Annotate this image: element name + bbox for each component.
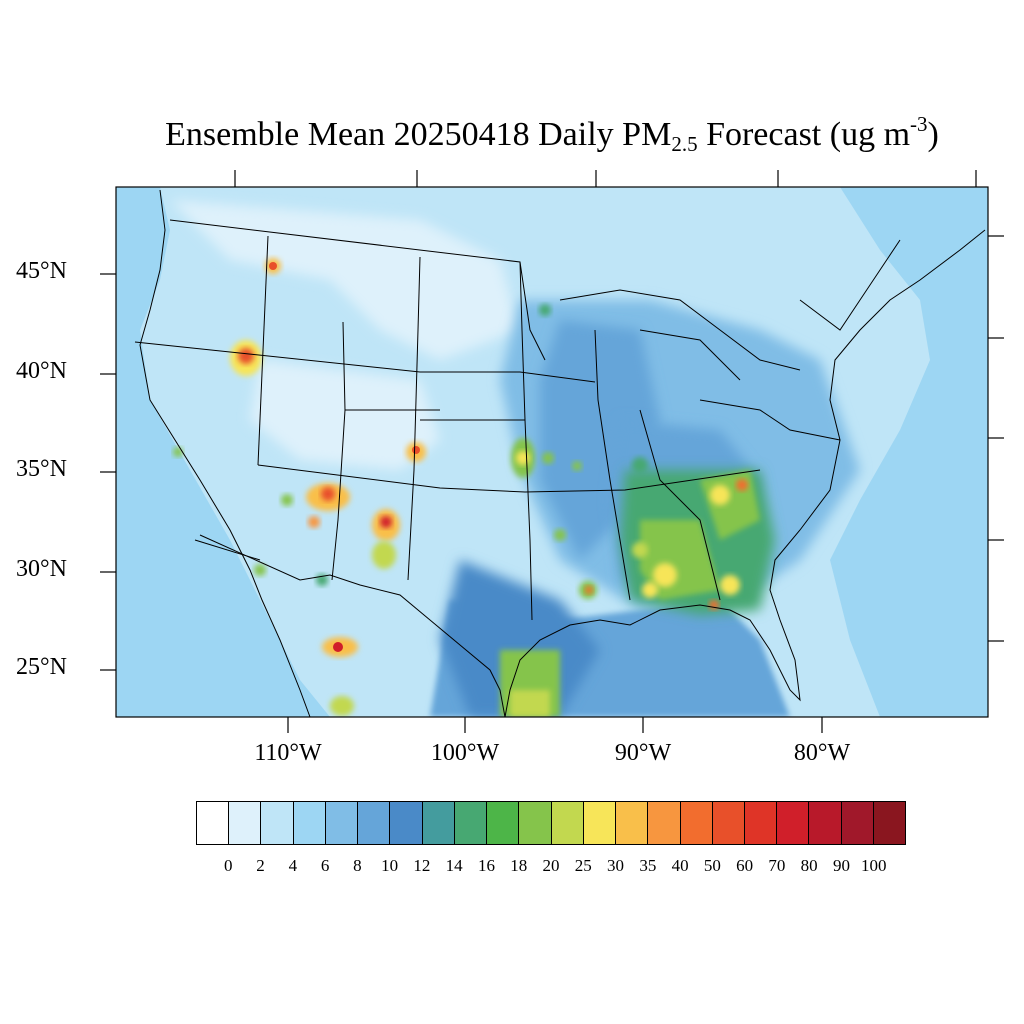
colorbar-swatch xyxy=(261,802,294,844)
lon-label-80w: 80°W xyxy=(793,740,851,766)
colorbar-label: 50 xyxy=(703,856,721,875)
colorbar-swatch xyxy=(648,802,681,844)
colorbar-swatch xyxy=(680,802,713,844)
colorbar-label: 70 xyxy=(768,856,786,875)
colorbar-label: 40 xyxy=(671,856,689,875)
colorbar xyxy=(196,801,906,845)
colorbar-swatch xyxy=(358,802,391,844)
lat-label-45: 45°N xyxy=(16,258,67,284)
map-field xyxy=(116,187,988,717)
colorbar-label: 25 xyxy=(574,856,592,875)
colorbar-swatch xyxy=(777,802,810,844)
colorbar-label: 60 xyxy=(736,856,754,875)
colorbar-swatch xyxy=(519,802,552,844)
colorbar-swatch xyxy=(293,802,326,844)
colorbar-swatch xyxy=(197,802,230,844)
colorbar-label: 35 xyxy=(639,856,657,875)
top-ticks xyxy=(234,170,977,187)
lat-label-40: 40°N xyxy=(16,358,67,384)
colorbar-swatch xyxy=(390,802,423,844)
colorbar-swatch xyxy=(809,802,842,844)
colorbar-swatch xyxy=(325,802,359,844)
colorbar-label: 6 xyxy=(320,856,330,875)
colorbar-swatch xyxy=(841,802,874,844)
colorbar-swatch xyxy=(744,802,778,844)
colorbar-label: 12 xyxy=(413,856,431,875)
lon-label-110w: 110°W xyxy=(254,740,322,766)
colorbar-swatch xyxy=(616,802,649,844)
colorbar-swatch xyxy=(229,802,262,844)
right-ticks xyxy=(988,235,1004,642)
boundaries xyxy=(134,189,986,717)
colorbar-swatch xyxy=(873,802,906,844)
colorbar-label: 2 xyxy=(256,856,265,875)
map-title: Ensemble Mean 20250418 Daily PM2.5 Forec… xyxy=(165,112,939,156)
lon-label-100w: 100°W xyxy=(430,740,500,766)
colorbar-label: 4 xyxy=(288,856,298,875)
colorbar-label: 90 xyxy=(832,856,850,875)
lat-label-25: 25°N xyxy=(16,654,67,680)
lat-label-35: 35°N xyxy=(16,456,67,482)
colorbar-swatch xyxy=(551,802,584,844)
colorbar-label: 18 xyxy=(510,856,528,875)
colorbar-label: 20 xyxy=(542,856,560,875)
colorbar-label: 100 xyxy=(860,856,887,875)
colorbar-swatch xyxy=(422,802,455,844)
colorbar-label: 80 xyxy=(800,856,818,875)
lat-label-30: 30°N xyxy=(16,556,67,582)
colorbar-swatch xyxy=(487,802,520,844)
colorbar-label: 14 xyxy=(445,856,463,875)
map-frame xyxy=(115,186,989,718)
colorbar-swatch xyxy=(712,802,745,844)
colorbar-label: 16 xyxy=(477,856,495,875)
left-ticks xyxy=(100,273,116,671)
colorbar-label: 8 xyxy=(353,856,362,875)
colorbar-label: 0 xyxy=(224,856,233,875)
colorbar-label: 10 xyxy=(381,856,399,875)
colorbar-swatch xyxy=(454,802,488,844)
lon-label-90w: 90°W xyxy=(614,740,672,766)
colorbar-swatch xyxy=(583,802,617,844)
colorbar-label: 30 xyxy=(607,856,625,875)
bottom-ticks xyxy=(287,717,823,733)
